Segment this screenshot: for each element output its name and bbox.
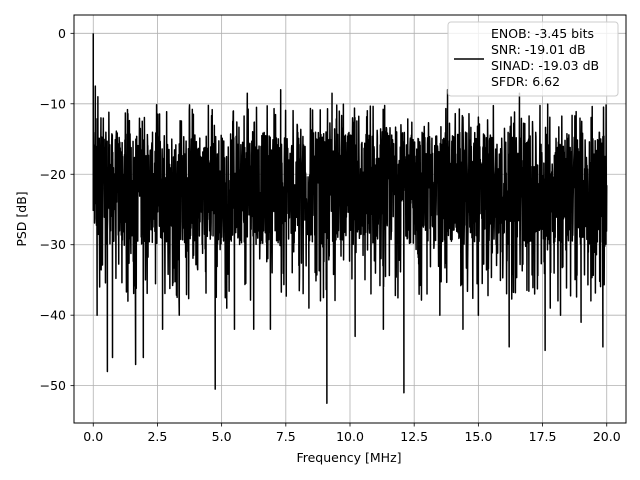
legend-text-line: ENOB: -3.45 bits [491, 26, 594, 41]
x-tick-label: 7.5 [276, 429, 296, 444]
legend: ENOB: -3.45 bits SNR: -19.01 dB SINAD: -19… [447, 21, 619, 97]
psd-series-line [92, 33, 608, 405]
x-axis-label: Frequency [MHz] [296, 450, 401, 465]
y-tick-label: −30 [40, 237, 66, 252]
x-tick-label: 17.5 [529, 429, 557, 444]
x-axis-ticks: 0.0 2.5 5.0 7.5 10.0 12.5 15.0 17.5 20.0 [83, 423, 621, 444]
y-axis-ticks: 0 −10 −20 −30 −40 −50 [40, 26, 74, 393]
legend-text-line: SNR: -19.01 dB [491, 42, 586, 57]
x-tick-label: 20.0 [593, 429, 621, 444]
legend-entry-label: ENOB: -3.45 bits SNR: -19.01 dB SINAD: -19… [491, 26, 599, 89]
y-axis-label: PSD [dB] [14, 191, 29, 246]
x-tick-label: 2.5 [147, 429, 167, 444]
x-tick-label: 10.0 [336, 429, 364, 444]
x-tick-label: 5.0 [212, 429, 232, 444]
x-tick-label: 0.0 [83, 429, 103, 444]
y-tick-label: 0 [58, 26, 66, 41]
x-tick-label: 12.5 [400, 429, 428, 444]
legend-text-line: SFDR: 6.62 [491, 74, 560, 89]
legend-text-line: SINAD: -19.03 dB [491, 58, 599, 73]
x-tick-label: 15.0 [464, 429, 492, 444]
legend-box [447, 21, 619, 97]
axes-frame [73, 14, 627, 424]
y-tick-label: −20 [40, 167, 66, 182]
y-tick-label: −10 [40, 96, 66, 111]
plot-area [92, 33, 608, 405]
y-tick-label: −40 [40, 308, 66, 323]
y-tick-label: −50 [40, 378, 66, 393]
